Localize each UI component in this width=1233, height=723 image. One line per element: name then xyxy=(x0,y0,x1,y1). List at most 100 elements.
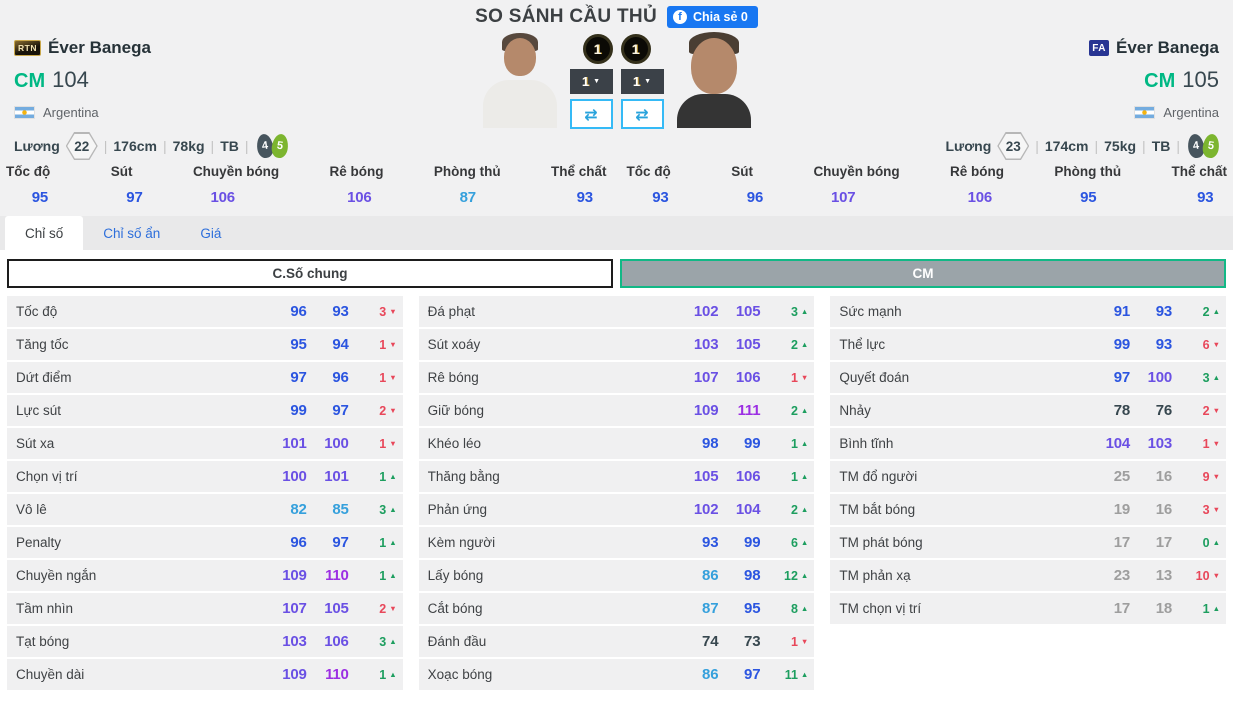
stat-diff: 8 xyxy=(760,602,808,616)
swap-player-left-button[interactable]: ⇄ xyxy=(569,99,613,129)
stat-diff-arrow-icon xyxy=(801,671,808,679)
headline-stat: Sút 97 xyxy=(101,164,143,206)
stat-diff-value: 2 xyxy=(379,403,387,418)
stat-diff-value: 1 xyxy=(790,370,798,385)
facebook-share-button[interactable]: f Chia sẻ 0 xyxy=(666,6,758,28)
stat-value-right: 93 xyxy=(332,303,349,320)
stat-diff-value: 9 xyxy=(1202,469,1210,484)
tab[interactable]: Chỉ số xyxy=(5,216,84,250)
stat-value-right: 85 xyxy=(332,501,349,518)
headline-stat-label: Rê bóng xyxy=(950,164,1005,179)
stat-label: Khéo léo xyxy=(427,436,481,451)
stat-value-left: 105 xyxy=(693,468,719,485)
stat-diff-value: 3 xyxy=(790,304,798,319)
stat-diff: 2 xyxy=(760,503,808,517)
stat-label: Tốc độ xyxy=(16,304,58,319)
stat-label: TM phát bóng xyxy=(839,535,923,550)
stat-row: Chọn vị trí 100 101 1 xyxy=(7,461,403,492)
stat-label: Thăng bằng xyxy=(427,469,500,484)
stat-value-left: 96 xyxy=(290,303,307,320)
stat-value-right: 105 xyxy=(735,336,761,353)
section-header-position[interactable]: CM xyxy=(620,259,1226,288)
stat-diff-value: 12 xyxy=(784,568,798,583)
stat-diff-value: 1 xyxy=(379,667,387,682)
strong-foot-icon: 5 xyxy=(269,133,290,159)
headline-stat-value: 93 xyxy=(1197,189,1214,206)
stat-value-right: 104 xyxy=(735,501,761,518)
level-select-left[interactable]: 1 ▼ xyxy=(569,69,613,94)
stat-row: TM bắt bóng 19 16 3 xyxy=(830,494,1227,525)
header-section: SO SÁNH CẦU THỦ f Chia sẻ 0 RTN Éver Ban… xyxy=(0,0,1233,250)
tab[interactable]: Chỉ số ẩn xyxy=(103,225,161,241)
stat-value-left: 97 xyxy=(1113,369,1131,386)
stat-diff-arrow-icon xyxy=(1213,308,1220,316)
stat-diff-value: 2 xyxy=(1202,304,1210,319)
level-badge-right: 1 xyxy=(620,34,651,64)
stat-diff-value: 2 xyxy=(379,601,387,616)
stat-diff-arrow-icon xyxy=(1213,473,1220,481)
stat-value-right: 99 xyxy=(744,534,761,551)
stat-diff: 1 xyxy=(349,437,397,451)
stat-row: Khéo léo 98 99 1 xyxy=(418,428,815,459)
player-name: Éver Banega xyxy=(1116,38,1219,57)
stat-value-right: 106 xyxy=(324,633,349,650)
stat-diff-value: 1 xyxy=(379,535,387,550)
stat-value-right: 110 xyxy=(325,666,349,683)
section-header-general[interactable]: C.Số chung xyxy=(7,259,613,288)
stat-diff-value: 3 xyxy=(1202,502,1210,517)
foot-rating-icons: 4 5 xyxy=(254,133,290,159)
stat-value-left: 17 xyxy=(1113,534,1131,551)
player-weight: 78kg xyxy=(172,138,205,154)
stat-columns: Tốc độ 96 93 3 Tăng tốc 95 94 xyxy=(7,296,1227,692)
tab[interactable]: Giá xyxy=(200,225,222,241)
stat-diff: 1 xyxy=(349,536,397,550)
stat-row: TM chọn vị trí 17 18 1 xyxy=(830,593,1227,624)
separator: | xyxy=(162,138,167,154)
stat-diff-arrow-icon xyxy=(1213,572,1220,580)
headline-stat-value: 95 xyxy=(31,189,48,206)
separator: | xyxy=(1035,138,1039,154)
stat-diff-arrow-icon xyxy=(801,440,808,448)
stat-diff-value: 1 xyxy=(379,337,387,352)
stat-label: TM đổ người xyxy=(839,469,918,484)
stat-value-left: 86 xyxy=(702,666,719,683)
stat-diff-value: 3 xyxy=(1202,370,1210,385)
stat-label: Cắt bóng xyxy=(427,601,483,616)
headline-stat-label: Phòng thủ xyxy=(433,164,501,179)
swap-player-right-button[interactable]: ⇄ xyxy=(620,99,664,129)
stat-diff-value: 1 xyxy=(379,436,387,451)
stat-row: Cắt bóng 87 95 8 xyxy=(418,593,815,624)
stat-diff: 3 xyxy=(1172,371,1220,385)
stat-column-1: Tốc độ 96 93 3 Tăng tốc 95 94 xyxy=(7,296,403,692)
stat-diff: 1 xyxy=(349,569,397,583)
stat-diff: 12 xyxy=(760,569,808,583)
stat-diff-arrow-icon xyxy=(801,341,808,349)
level-select-right[interactable]: 1 ▼ xyxy=(620,69,664,94)
stat-value-right: 76 xyxy=(1155,402,1173,419)
stat-row: Kèm người 93 99 6 xyxy=(418,527,815,558)
stat-diff-arrow-icon xyxy=(801,539,808,547)
stat-row: Đánh đầu 74 73 1 xyxy=(418,626,815,657)
stat-value-right: 100 xyxy=(324,435,349,452)
stat-diff-value: 3 xyxy=(379,502,387,517)
stat-diff: 1 xyxy=(349,338,397,352)
stat-row: TM phát bóng 17 17 0 xyxy=(830,527,1227,558)
stat-diff-arrow-icon xyxy=(801,308,808,316)
headline-stats: Tốc độ 95 Sút 97 Chuyền bóng 106 Rê xyxy=(0,164,1233,216)
headline-stat-value: 97 xyxy=(126,189,143,206)
stat-diff: 0 xyxy=(1172,536,1220,550)
stat-value-left: 86 xyxy=(702,567,719,584)
stat-diff-arrow-icon xyxy=(801,407,808,415)
stat-diff: 6 xyxy=(760,536,808,550)
stat-diff-arrow-icon xyxy=(389,539,396,547)
player-position: CM xyxy=(14,70,46,92)
stat-diff-arrow-icon xyxy=(389,440,396,448)
separator: | xyxy=(1142,138,1146,154)
headline-stat: Chuyền bóng 106 xyxy=(193,164,279,206)
stat-diff-value: 3 xyxy=(379,634,387,649)
player-height: 174cm xyxy=(1044,138,1089,154)
stat-label: Giữ bóng xyxy=(427,403,484,418)
stat-row: Thăng bằng 105 106 1 xyxy=(418,461,815,492)
strong-foot-icon: 5 xyxy=(1201,133,1221,159)
stat-value-right: 73 xyxy=(744,633,761,650)
